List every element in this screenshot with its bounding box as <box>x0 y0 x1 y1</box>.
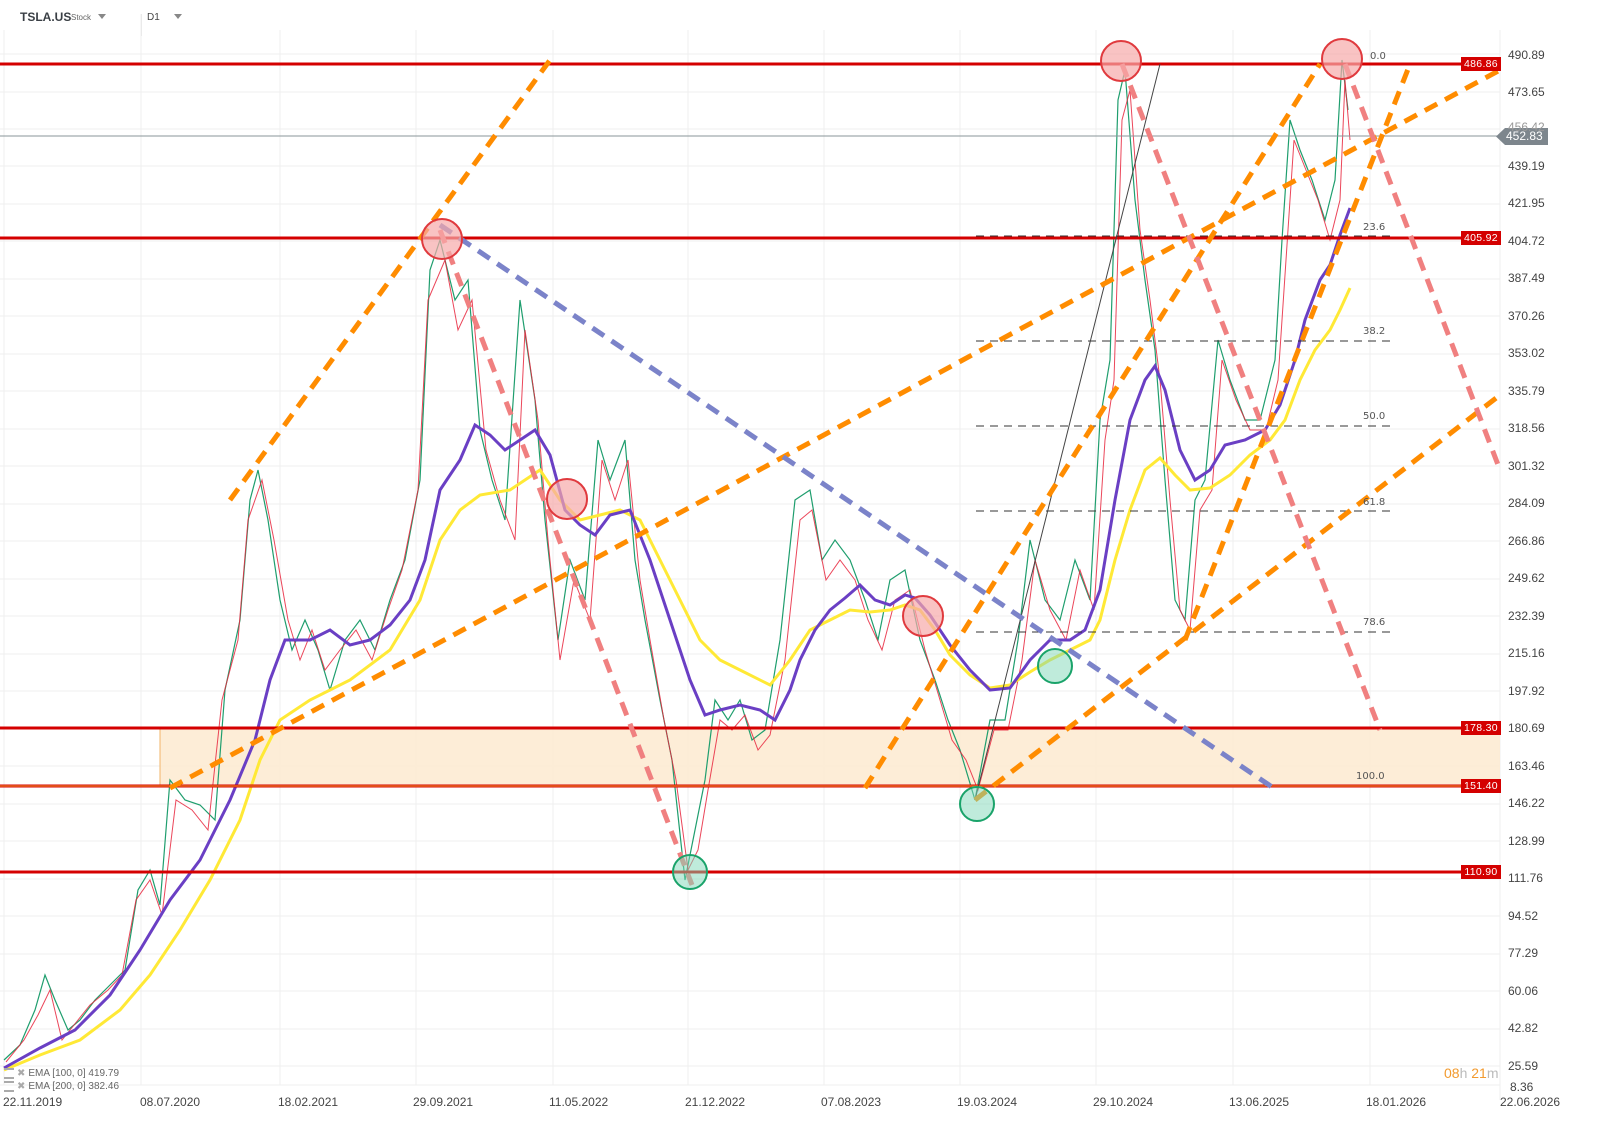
price-tick: 301.32 <box>1508 459 1545 473</box>
support-markers[interactable] <box>672 648 1073 890</box>
time-tick: 13.06.2025 <box>1229 1095 1290 1109</box>
ema-200-line[interactable] <box>3 287 1352 1072</box>
time-tick: 29.10.2024 <box>1093 1095 1154 1109</box>
price-tick: 232.39 <box>1508 609 1545 623</box>
close-icon[interactable]: ✖ <box>17 1081 26 1093</box>
time-tick: 19.03.2024 <box>957 1095 1018 1109</box>
price-tick: 249.62 <box>1508 571 1545 585</box>
timeframe-dropdown-icon[interactable] <box>174 14 182 19</box>
time-tick: 21.12.2022 <box>685 1095 746 1109</box>
symbol-name[interactable]: TSLA.US <box>20 10 72 24</box>
fib-label-61-8: 61.8 <box>1363 497 1386 508</box>
price-tick: 387.49 <box>1508 271 1545 285</box>
price-tick: 111.76 <box>1508 871 1543 885</box>
blue-downtrend-line[interactable] <box>438 222 1274 790</box>
price-tick: 490.89 <box>1508 48 1545 62</box>
fib-label-100: 100.0 <box>1356 771 1385 782</box>
price-tick: 94.52 <box>1508 909 1539 923</box>
timer-unit: h <box>1459 1065 1468 1081</box>
legend-label: EMA [200, 0] 382.46 <box>28 1081 120 1093</box>
price-tick: 439.19 <box>1508 159 1545 173</box>
price-tick: 473.65 <box>1508 85 1545 99</box>
legend-label: EMA [100, 0] 419.79 <box>28 1068 120 1080</box>
price-tick: 353.02 <box>1508 346 1545 360</box>
price-tick: 146.22 <box>1508 796 1545 810</box>
level-tag-486[interactable]: 486.86 <box>1461 57 1501 71</box>
price-tick: 266.86 <box>1508 534 1545 548</box>
close-icon[interactable]: ✖ <box>17 1068 26 1080</box>
symbol-dropdown-icon[interactable] <box>98 14 106 19</box>
timer-minutes: 21 <box>1471 1065 1487 1081</box>
fib-label-23-6: 23.6 <box>1363 222 1386 233</box>
fib-label-0: 0.0 <box>1370 51 1386 62</box>
price-tick: 77.29 <box>1508 946 1539 960</box>
time-tick: 18.02.2021 <box>278 1095 339 1109</box>
timeframe-selector[interactable]: D1 <box>147 12 160 23</box>
level-tag-151[interactable]: 151.40 <box>1461 779 1501 793</box>
symbol-type: Stock <box>71 13 92 22</box>
ema-100-line[interactable] <box>3 207 1352 1070</box>
time-tick: 08.07.2020 <box>140 1095 201 1109</box>
price-tick: 456.42 <box>1508 120 1545 134</box>
thin-trendline[interactable] <box>974 63 1161 801</box>
price-tick: 404.72 <box>1508 234 1545 248</box>
orange-trendlines[interactable] <box>168 58 1502 802</box>
price-tick: 8.36 <box>1510 1080 1534 1094</box>
settings-icon[interactable] <box>4 1081 14 1092</box>
price-tick: 60.06 <box>1508 984 1539 998</box>
price-tick: 25.59 <box>1508 1059 1539 1073</box>
time-tick: 18.01.2026 <box>1366 1095 1427 1109</box>
time-tick: 22.11.2019 <box>3 1095 63 1109</box>
time-tick: 11.05.2022 <box>549 1095 609 1109</box>
price-tick: 421.95 <box>1508 196 1545 210</box>
price-tick: 128.99 <box>1508 834 1545 848</box>
timer-hours: 08 <box>1444 1065 1460 1081</box>
settings-icon[interactable] <box>4 1068 14 1079</box>
price-tick: 42.82 <box>1508 1021 1539 1035</box>
fib-label-38-2: 38.2 <box>1363 326 1386 337</box>
time-tick: 29.09.2021 <box>413 1095 474 1109</box>
candlesticks <box>3 59 1351 1063</box>
price-tick: 335.79 <box>1508 384 1545 398</box>
price-tick: 197.92 <box>1508 684 1545 698</box>
pink-trendlines[interactable] <box>437 63 1503 886</box>
legend-ema-200[interactable]: ✖ EMA [200, 0] 382.46 <box>4 1081 119 1092</box>
price-tick: 163.46 <box>1508 759 1545 773</box>
resistance-markers[interactable] <box>421 38 1363 637</box>
price-tick: 318.56 <box>1508 421 1545 435</box>
price-tick: 370.26 <box>1508 309 1545 323</box>
horizontal-levels[interactable] <box>0 62 1500 874</box>
price-tick: 284.09 <box>1508 496 1545 510</box>
current-price-tag: 452.83 <box>1496 128 1548 145</box>
price-tick: 180.69 <box>1508 721 1545 735</box>
candle-countdown: 08h 21m <box>1444 1065 1499 1081</box>
timer-unit: m <box>1486 1065 1499 1081</box>
time-tick: 22.06.2026 <box>1500 1095 1561 1109</box>
level-tag-110[interactable]: 110.90 <box>1461 865 1501 879</box>
grid <box>0 14 1501 1100</box>
fib-label-78-6: 78.6 <box>1363 617 1386 628</box>
fib-label-50: 50.0 <box>1363 411 1386 422</box>
price-tick: 215.16 <box>1508 646 1545 660</box>
legend-ema-100[interactable]: ✖ EMA [100, 0] 419.79 <box>4 1068 119 1079</box>
level-tag-405[interactable]: 405.92 <box>1461 231 1501 245</box>
support-zone[interactable] <box>160 728 1500 786</box>
level-tag-178[interactable]: 178.30 <box>1461 721 1501 735</box>
time-tick: 07.08.2023 <box>821 1095 882 1109</box>
